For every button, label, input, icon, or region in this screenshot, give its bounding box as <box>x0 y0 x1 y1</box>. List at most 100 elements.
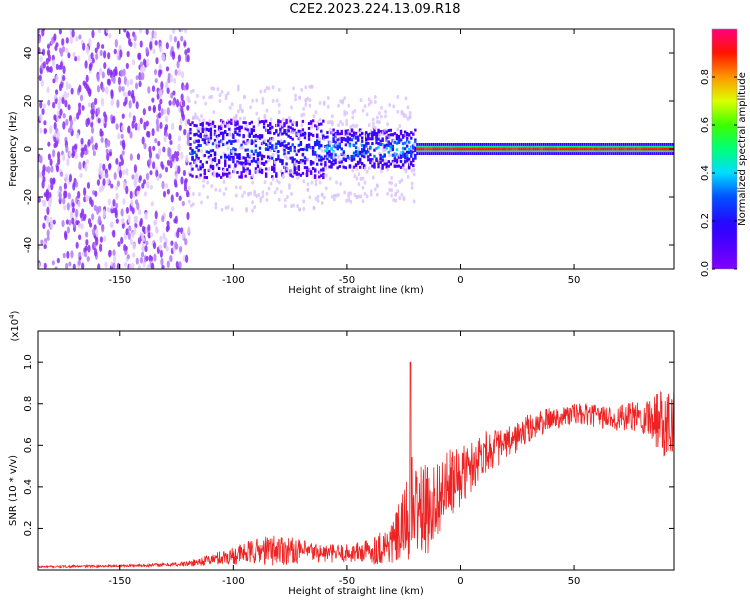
spectrogram-cell <box>377 162 380 166</box>
spectrogram-cell <box>277 157 280 161</box>
spectrogram-cell <box>155 227 159 234</box>
spectrogram-cell <box>250 149 254 153</box>
spectrogram-cell <box>318 175 321 179</box>
spectrogram-cell <box>289 156 292 160</box>
spectrogram-cell <box>55 42 59 48</box>
spectrogram-cell <box>296 204 300 209</box>
spectrogram-cell <box>273 190 277 195</box>
spectrogram-cell <box>177 165 181 175</box>
spectrogram-cell <box>390 193 394 198</box>
spectrogram-cell <box>647 147 649 151</box>
spectrogram-cell <box>198 126 201 131</box>
spectrogram-cell <box>350 156 354 160</box>
spectrogram-cell <box>314 110 318 115</box>
spectrogram-cell <box>442 147 445 151</box>
spectrogram-cell <box>42 103 46 109</box>
spectrogram-cell <box>255 111 259 116</box>
spectrogram-cell <box>332 139 335 143</box>
spectrogram-cell <box>358 128 362 132</box>
spectrogram-cell <box>138 80 142 88</box>
spectrogram-cell <box>311 149 315 153</box>
spectrogram-cell <box>181 99 186 108</box>
spectrogram-cell <box>294 93 297 98</box>
spectrogram-cell <box>398 123 402 128</box>
spectrogram-cell <box>108 33 112 39</box>
spectrogram-cell <box>117 241 121 248</box>
spectrogram-cell <box>66 226 70 234</box>
spectrogram-cell <box>289 173 292 177</box>
y-tick-label: 0 <box>23 146 34 152</box>
spectrogram-cell <box>620 147 623 151</box>
spectrogram-cell <box>256 164 260 168</box>
spectrogram-cell <box>234 148 237 152</box>
spectrogram-cell <box>232 132 235 136</box>
spectrogram-cell <box>320 155 323 159</box>
spectrogram-cell <box>163 135 167 143</box>
spectrogram-cell <box>559 147 562 151</box>
spectrogram-cell <box>224 186 228 191</box>
spectrogram-cell <box>215 163 219 167</box>
spectrogram-cell <box>569 147 572 151</box>
spectrogram-cell <box>177 143 181 152</box>
spectrogram-cell <box>463 147 466 151</box>
x-axis-label: Height of straight line (km) <box>288 285 424 296</box>
spectrogram-cell <box>391 148 395 152</box>
spectrogram-cell <box>226 141 229 145</box>
spectrogram-cell <box>58 191 62 200</box>
spectrogram-cell <box>293 167 296 171</box>
spectrogram-cell <box>381 139 384 143</box>
spectrogram-cell <box>628 147 631 151</box>
spectrogram-cell <box>313 175 317 179</box>
spectrogram-cell <box>145 255 149 262</box>
spectrogram-cell <box>295 172 298 176</box>
spectrogram-cell <box>398 179 402 184</box>
spectrogram-cell <box>497 147 500 151</box>
spectrogram-cell <box>346 138 350 142</box>
spectrogram-cell <box>344 166 348 170</box>
spectrogram-cell <box>218 188 222 193</box>
spectrogram-cell <box>311 133 315 137</box>
spectrogram-cell <box>115 218 119 224</box>
spectrogram-cell <box>129 238 133 246</box>
spectrogram-cell <box>384 114 387 119</box>
spectrogram-cell <box>45 194 50 202</box>
spectrogram-cell <box>169 34 173 42</box>
spectrogram-cell <box>107 198 111 206</box>
spectrogram-cell <box>388 153 392 158</box>
spectrogram-cell <box>264 119 268 123</box>
spectrogram-cell <box>369 158 372 162</box>
spectrogram-cell <box>154 40 158 46</box>
spectrogram-cell <box>320 192 324 197</box>
spectrogram-cell <box>275 186 279 191</box>
spectrogram-cell <box>389 162 393 166</box>
spectrogram-cell <box>86 256 90 262</box>
spectrogram-cell <box>221 172 225 176</box>
spectrogram-cell <box>514 147 517 151</box>
spectrogram-cell <box>83 144 88 152</box>
spectrogram-cell <box>224 159 227 163</box>
spectrogram-cell <box>49 125 53 135</box>
spectrogram-cell <box>359 176 363 181</box>
spectrogram-cell <box>616 147 619 151</box>
spectrogram-cell <box>377 120 381 125</box>
spectrogram-cell <box>157 140 161 147</box>
spectrogram-cell <box>238 133 241 137</box>
spectrogram-cell <box>246 154 249 158</box>
spectrogram-cell <box>326 131 329 135</box>
spectrogram-cell <box>432 147 435 151</box>
spectrogram-cell <box>259 89 263 94</box>
spectrogram-cell <box>201 130 204 134</box>
spectrogram-cell <box>73 116 77 122</box>
spectrogram-cell <box>240 175 243 179</box>
spectrogram-cell <box>183 184 188 192</box>
spectrogram-cell <box>624 147 627 151</box>
spectrogram-cell <box>395 133 399 137</box>
spectrogram-cell <box>74 56 78 62</box>
spectrogram-cell <box>394 183 398 188</box>
spectrogram-cell <box>232 157 235 161</box>
spectrogram-cell <box>203 175 206 179</box>
spectrogram-cell <box>555 147 558 151</box>
spectrogram-cell <box>354 136 358 140</box>
spectrogram-cell <box>351 168 355 173</box>
spectrogram-cell <box>169 255 173 263</box>
